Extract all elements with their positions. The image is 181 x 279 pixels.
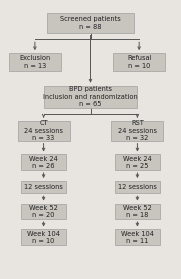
FancyBboxPatch shape xyxy=(111,121,163,141)
FancyBboxPatch shape xyxy=(21,203,66,219)
FancyBboxPatch shape xyxy=(44,86,137,108)
FancyBboxPatch shape xyxy=(113,53,165,71)
Text: Refusal
n = 10: Refusal n = 10 xyxy=(127,55,151,69)
FancyBboxPatch shape xyxy=(47,13,134,33)
Text: BPD patients
Inclusion and randomization
n = 65: BPD patients Inclusion and randomization… xyxy=(43,86,138,107)
Text: Exclusion
n = 13: Exclusion n = 13 xyxy=(19,55,50,69)
FancyBboxPatch shape xyxy=(9,53,61,71)
FancyBboxPatch shape xyxy=(21,181,66,193)
Text: Week 52
n = 18: Week 52 n = 18 xyxy=(123,205,152,218)
FancyBboxPatch shape xyxy=(21,155,66,170)
Text: 12 sessions: 12 sessions xyxy=(118,184,157,190)
FancyBboxPatch shape xyxy=(21,230,66,245)
FancyBboxPatch shape xyxy=(115,203,160,219)
Text: Screened patients
n = 88: Screened patients n = 88 xyxy=(60,16,121,30)
Text: Week 24
n = 25: Week 24 n = 25 xyxy=(123,155,152,169)
Text: Week 104
n = 10: Week 104 n = 10 xyxy=(27,230,60,244)
Text: RST
24 sessions
n = 32: RST 24 sessions n = 32 xyxy=(118,120,157,141)
FancyBboxPatch shape xyxy=(18,121,70,141)
Text: 12 sessions: 12 sessions xyxy=(24,184,63,190)
FancyBboxPatch shape xyxy=(115,181,160,193)
Text: Week 24
n = 26: Week 24 n = 26 xyxy=(29,155,58,169)
FancyBboxPatch shape xyxy=(115,155,160,170)
Text: Week 52
n = 20: Week 52 n = 20 xyxy=(29,205,58,218)
Text: Week 104
n = 11: Week 104 n = 11 xyxy=(121,230,154,244)
FancyBboxPatch shape xyxy=(115,230,160,245)
Text: CT
24 sessions
n = 33: CT 24 sessions n = 33 xyxy=(24,120,63,141)
